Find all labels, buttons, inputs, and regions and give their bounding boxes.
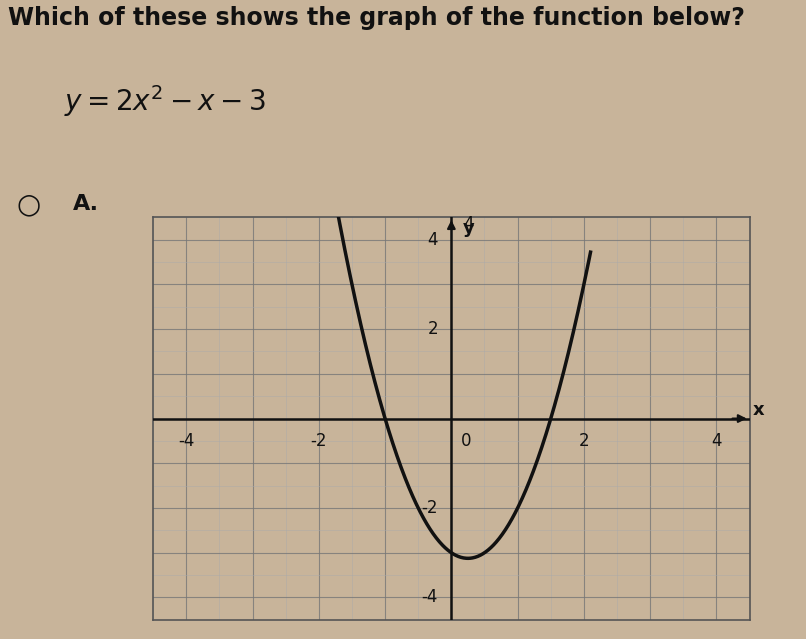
Text: -2: -2 xyxy=(422,499,438,517)
Text: 0: 0 xyxy=(461,432,472,450)
Text: 2: 2 xyxy=(579,432,589,450)
Text: $y = 2x^2 - x - 3$: $y = 2x^2 - x - 3$ xyxy=(64,83,266,119)
Text: -4: -4 xyxy=(178,432,194,450)
Text: x: x xyxy=(753,401,765,419)
Text: A.: A. xyxy=(73,194,98,215)
Text: Which of these shows the graph of the function below?: Which of these shows the graph of the fu… xyxy=(8,6,745,31)
Text: 4: 4 xyxy=(463,215,474,233)
Text: y: y xyxy=(463,220,475,238)
Text: -4: -4 xyxy=(422,589,438,606)
Text: 4: 4 xyxy=(428,231,438,249)
Text: -2: -2 xyxy=(310,432,327,450)
Text: 2: 2 xyxy=(427,320,438,338)
Text: ○: ○ xyxy=(16,190,40,219)
Text: 4: 4 xyxy=(711,432,721,450)
